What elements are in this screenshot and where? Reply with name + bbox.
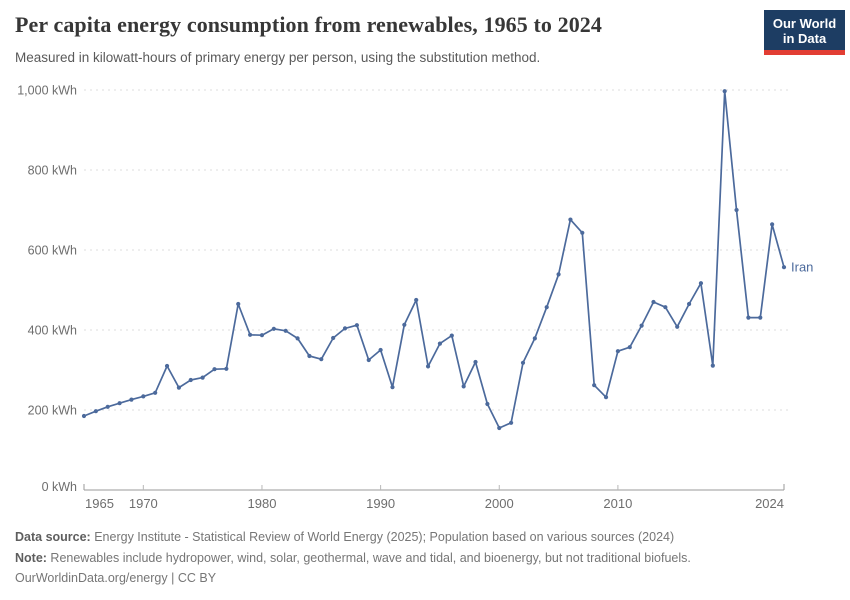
note-line: Note: Renewables include hydropower, win… xyxy=(15,548,691,569)
data-point-1968[interactable] xyxy=(117,401,122,406)
data-point-1986[interactable] xyxy=(331,335,336,341)
data-point-2008[interactable] xyxy=(592,383,597,388)
data-point-2000[interactable] xyxy=(497,425,502,431)
y-axis-label-400: 400 kWh xyxy=(28,324,77,338)
data-point-2014[interactable] xyxy=(663,305,668,310)
chart-title: Per capita energy consumption from renew… xyxy=(15,12,603,37)
data-point-1971[interactable] xyxy=(153,390,158,395)
data-point-1996[interactable] xyxy=(449,333,454,338)
data-point-1993[interactable] xyxy=(414,297,419,303)
data-source-line: Data source: Energy Institute - Statisti… xyxy=(15,527,691,548)
data-point-1991[interactable] xyxy=(390,385,395,390)
y-axis-label-1000: 1,000 kWh xyxy=(17,84,77,98)
x-axis-label-1965: 1965 xyxy=(85,496,114,511)
data-point-1983[interactable] xyxy=(295,336,300,341)
data-point-1965[interactable] xyxy=(81,413,87,419)
x-axis-label-1980: 1980 xyxy=(248,496,277,511)
data-point-2013[interactable] xyxy=(651,299,656,305)
data-point-1972[interactable] xyxy=(164,363,170,369)
data-point-1979[interactable] xyxy=(248,332,253,337)
x-axis-label-2010: 2010 xyxy=(603,496,632,511)
owid-url[interactable]: OurWorldinData.org/energy xyxy=(15,571,168,585)
data-point-2010[interactable] xyxy=(615,349,620,354)
license-line: OurWorldinData.org/energy | CC BY xyxy=(15,568,691,589)
data-source-text: Energy Institute - Statistical Review of… xyxy=(90,530,675,544)
data-point-1967[interactable] xyxy=(105,404,110,409)
data-point-2012[interactable] xyxy=(639,323,644,328)
data-point-2003[interactable] xyxy=(532,336,537,341)
data-point-1992[interactable] xyxy=(402,322,407,327)
data-point-2018[interactable] xyxy=(710,363,715,368)
data-point-1975[interactable] xyxy=(200,375,205,380)
data-point-2007[interactable] xyxy=(580,230,585,235)
data-point-1982[interactable] xyxy=(283,328,288,333)
data-point-2011[interactable] xyxy=(627,345,632,350)
license-separator: | xyxy=(167,571,178,585)
data-point-1985[interactable] xyxy=(319,357,324,362)
license-label: CC BY xyxy=(177,571,217,585)
chart-footer: Data source: Energy Institute - Statisti… xyxy=(15,527,691,589)
data-point-2001[interactable] xyxy=(509,420,514,425)
data-point-2020[interactable] xyxy=(734,207,739,213)
data-point-1969[interactable] xyxy=(129,397,134,402)
chart-canvas: 0 kWh 200 kWh 400 kWh 600 kWh 800 kWh 1,000 k… xyxy=(17,84,813,512)
data-point-2016[interactable] xyxy=(686,301,692,307)
y-axis-label-800: 800 kWh xyxy=(28,164,77,178)
data-point-1995[interactable] xyxy=(437,341,443,346)
data-point-1988[interactable] xyxy=(354,323,359,328)
data-point-2024[interactable] xyxy=(781,265,787,270)
data-point-1966[interactable] xyxy=(93,409,98,414)
data-point-2017[interactable] xyxy=(698,281,704,286)
data-point-1981[interactable] xyxy=(271,326,276,331)
data-point-1980[interactable] xyxy=(259,333,265,338)
data-point-1976[interactable] xyxy=(212,367,217,372)
x-axis-label-1970: 1970 xyxy=(129,496,158,511)
y-axis-label-600: 600 kWh xyxy=(28,244,77,258)
owid-logo-line2: in Data xyxy=(782,31,827,46)
data-point-1990[interactable] xyxy=(378,347,383,353)
note-text: Renewables include hydropower, wind, sol… xyxy=(46,550,691,565)
data-point-2022[interactable] xyxy=(758,315,763,320)
note-label: Note: xyxy=(15,550,47,565)
data-point-1984[interactable] xyxy=(307,353,312,359)
series-line-iran[interactable] xyxy=(83,90,785,429)
data-point-2019[interactable] xyxy=(722,89,727,94)
data-source-label: Data source: xyxy=(15,530,91,544)
y-axis-label-0: 0 kWh xyxy=(42,480,77,494)
owid-logo-line1: Our World xyxy=(772,16,837,31)
data-point-2015[interactable] xyxy=(675,324,680,329)
data-point-1977[interactable] xyxy=(224,366,229,371)
data-point-2021[interactable] xyxy=(746,315,751,320)
x-axis-label-2024: 2024 xyxy=(755,496,784,511)
y-axis-label-200: 200 kWh xyxy=(28,404,77,418)
data-point-1989[interactable] xyxy=(366,357,371,363)
data-point-1999[interactable] xyxy=(485,401,490,407)
data-point-1973[interactable] xyxy=(176,385,182,390)
data-point-1994[interactable] xyxy=(425,364,431,369)
data-point-1997[interactable] xyxy=(461,384,466,389)
data-point-2004[interactable] xyxy=(544,305,549,310)
owid-logo[interactable]: Our World in Data xyxy=(764,10,845,55)
x-axis-label-2000: 2000 xyxy=(485,496,514,511)
x-axis-label-1990: 1990 xyxy=(366,496,395,511)
chart-subtitle: Measured in kilowatt-hours of primary en… xyxy=(15,50,541,65)
data-point-1974[interactable] xyxy=(188,377,193,383)
data-point-1998[interactable] xyxy=(473,359,478,365)
data-point-1970[interactable] xyxy=(141,394,146,399)
data-point-2009[interactable] xyxy=(603,395,609,400)
data-point-1978[interactable] xyxy=(236,301,241,307)
data-point-2023[interactable] xyxy=(770,222,775,227)
series-label-iran[interactable]: Iran xyxy=(791,260,813,275)
data-point-2005[interactable] xyxy=(556,272,561,277)
data-point-1987[interactable] xyxy=(342,326,348,331)
data-point-2006[interactable] xyxy=(568,217,573,222)
data-point-2002[interactable] xyxy=(520,360,526,365)
